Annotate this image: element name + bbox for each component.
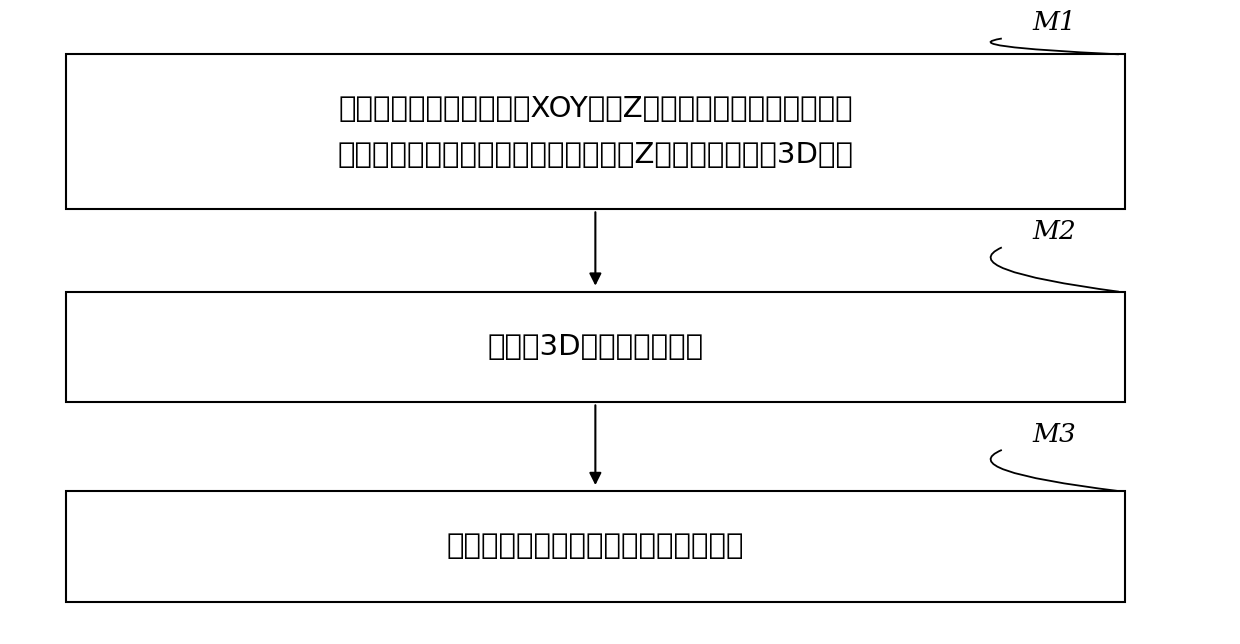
Text: M1: M1: [1033, 10, 1076, 35]
Text: 根据颈动脉模型数据源建立采样后模型: 根据颈动脉模型数据源建立采样后模型: [446, 533, 744, 560]
Text: 血管方向，以使获得的多幅扫查图像沿Z轴排列形成临时3D模型: 血管方向，以使获得的多幅扫查图像沿Z轴排列形成临时3D模型: [337, 140, 853, 169]
Bar: [66, 491, 1125, 602]
Text: M3: M3: [1033, 422, 1076, 447]
Text: 对临时3D模型进行重采样: 对临时3D模型进行重采样: [487, 333, 703, 361]
Text: M2: M2: [1033, 219, 1076, 244]
Text: 配置颈动脉横切面图像为XOY面，Z轴方向为超声探头沿颈动脉: 配置颈动脉横切面图像为XOY面，Z轴方向为超声探头沿颈动脉: [339, 95, 853, 123]
Bar: [66, 292, 1125, 402]
Bar: [66, 54, 1125, 209]
